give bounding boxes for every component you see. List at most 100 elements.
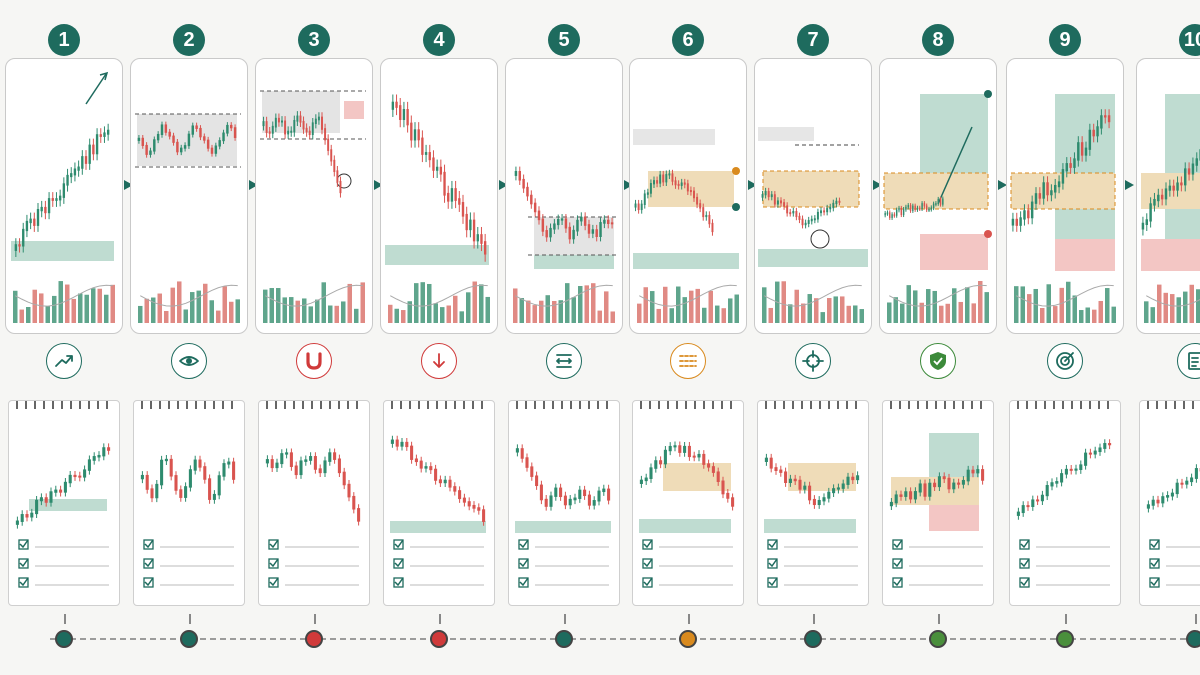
candle: [578, 489, 582, 499]
candle: [1168, 185, 1172, 191]
candle: [145, 144, 148, 155]
volume-bar: [952, 288, 957, 323]
candle: [1023, 210, 1026, 220]
volume-bar: [584, 285, 589, 323]
candle: [164, 458, 168, 462]
candle: [891, 214, 893, 218]
candle: [518, 171, 521, 181]
candle: [1103, 443, 1107, 449]
volume-bar: [1033, 288, 1038, 323]
volume-bar: [578, 286, 583, 323]
candle: [644, 477, 648, 482]
candle: [961, 479, 965, 485]
checkbox-icon: [767, 577, 778, 588]
candle: [731, 497, 735, 507]
candle: [520, 448, 524, 459]
candle: [208, 478, 212, 500]
arrow-down-icon: [421, 343, 457, 379]
candle: [233, 127, 237, 138]
candle: [663, 449, 667, 465]
candle: [217, 475, 221, 496]
volume-bar: [414, 283, 419, 323]
candle: [560, 218, 564, 221]
candle: [145, 474, 149, 490]
candle: [573, 497, 577, 501]
candle: [697, 453, 701, 458]
candle: [947, 477, 951, 490]
candle: [480, 234, 483, 244]
candle: [342, 471, 346, 486]
volume-bar: [519, 297, 524, 323]
candle: [402, 109, 406, 120]
candle: [63, 481, 67, 493]
volume-bar: [295, 300, 300, 323]
candle: [846, 476, 850, 485]
candle: [36, 209, 40, 226]
candle: [352, 495, 356, 510]
candle: [817, 499, 821, 506]
candle: [776, 200, 779, 205]
candle: [81, 156, 84, 169]
candle: [976, 469, 980, 474]
candle: [413, 129, 417, 141]
volume-bar: [965, 287, 970, 323]
candle: [583, 489, 587, 497]
candle: [702, 453, 706, 465]
candle: [942, 198, 944, 205]
volume-bar: [656, 308, 661, 323]
candle: [1164, 188, 1168, 200]
candle: [773, 194, 776, 205]
candle: [522, 178, 525, 189]
candle: [705, 214, 708, 218]
candle: [774, 467, 778, 471]
volume-bar: [453, 295, 458, 323]
candle: [176, 141, 179, 153]
candle: [317, 116, 320, 121]
volume-bar: [637, 303, 642, 323]
step-chart-card-8: [879, 58, 997, 334]
candle: [568, 226, 571, 240]
candle: [921, 203, 923, 209]
candle: [324, 128, 327, 141]
candle: [1184, 168, 1187, 186]
candle: [293, 119, 296, 133]
candle: [1176, 182, 1179, 191]
candle: [336, 170, 339, 183]
checkbox-icon: [143, 558, 154, 569]
candle: [302, 120, 305, 130]
candle: [1166, 495, 1170, 498]
candle: [549, 495, 553, 507]
candle: [603, 219, 606, 224]
candle: [537, 210, 541, 221]
candle: [58, 195, 62, 201]
candle: [770, 194, 773, 198]
candle: [971, 469, 975, 474]
timeline-dot-1: [55, 630, 73, 648]
checkbox-icon: [18, 558, 29, 569]
timeline-tick: [938, 614, 940, 624]
timeline-tick: [688, 614, 690, 624]
volume-bar: [315, 299, 320, 323]
step-notebook-card-10: [1139, 400, 1200, 606]
volume-bar: [689, 290, 694, 323]
candle: [265, 459, 269, 464]
candle: [447, 192, 450, 202]
candle: [541, 218, 545, 232]
candle: [453, 486, 457, 492]
candle: [792, 210, 795, 214]
checkbox-icon: [642, 577, 653, 588]
volume-bar: [762, 287, 767, 323]
candle: [923, 483, 927, 497]
candle: [678, 445, 682, 453]
volume-bar: [276, 288, 281, 323]
timeline-tick: [564, 614, 566, 624]
candle: [545, 230, 548, 238]
volume-bar: [71, 298, 76, 323]
volume-bar: [32, 289, 37, 323]
candle: [780, 200, 782, 204]
candle: [448, 479, 452, 488]
candle: [721, 480, 725, 495]
step-chart-entry: [758, 127, 868, 323]
candle: [789, 212, 792, 215]
step-notebook-card-8: [882, 400, 994, 606]
